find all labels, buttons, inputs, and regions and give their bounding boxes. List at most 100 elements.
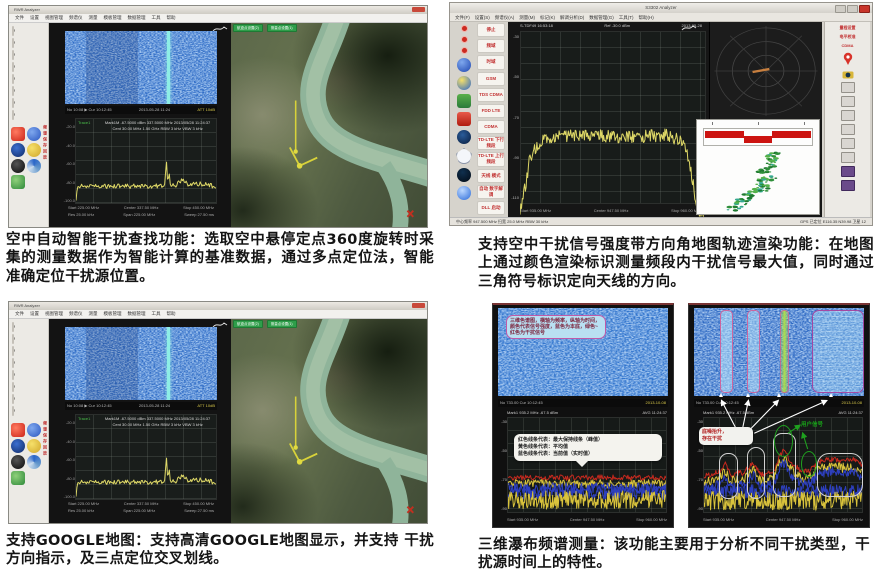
toolbar-row[interactable] bbox=[12, 37, 45, 48]
globe-icon[interactable] bbox=[11, 439, 25, 453]
mode-button[interactable]: TDS CDMA bbox=[477, 87, 505, 102]
menu-item[interactable]: 设置 bbox=[30, 15, 39, 20]
compass-icon[interactable] bbox=[27, 423, 41, 437]
record-icon[interactable] bbox=[11, 159, 25, 173]
menu-item[interactable]: 视图管理 bbox=[45, 15, 63, 20]
tool-button[interactable] bbox=[840, 138, 855, 149]
toolbar-row[interactable] bbox=[12, 97, 45, 108]
record-icon[interactable] bbox=[11, 455, 25, 469]
mode-button[interactable]: CDMA bbox=[477, 120, 505, 135]
record-dot-icon[interactable] bbox=[460, 25, 468, 32]
map-layers-icon[interactable] bbox=[27, 455, 41, 469]
toolbar-row[interactable] bbox=[12, 405, 45, 416]
close-button[interactable] bbox=[859, 5, 870, 13]
menu-item[interactable]: 文件(F) bbox=[455, 15, 470, 20]
toolbar-row[interactable] bbox=[12, 85, 45, 96]
palette-icon[interactable] bbox=[27, 143, 41, 157]
toolbar-row[interactable] bbox=[12, 61, 45, 72]
menu-item[interactable]: 文件 bbox=[15, 15, 24, 20]
menu-item[interactable]: 测量(M) bbox=[519, 15, 535, 20]
toolbar-row[interactable] bbox=[12, 109, 45, 120]
palette-icon[interactable] bbox=[27, 439, 41, 453]
tool-button[interactable] bbox=[840, 110, 855, 121]
menu-item[interactable]: 帮助 bbox=[166, 311, 176, 316]
globe-icon[interactable] bbox=[457, 130, 471, 144]
menu-item[interactable]: 设置(S) bbox=[474, 15, 490, 20]
map-button[interactable]: 航迹点设置(2) bbox=[233, 320, 263, 328]
map-layers-icon[interactable] bbox=[27, 159, 41, 173]
minimize-button[interactable] bbox=[835, 5, 846, 13]
menu-item[interactable]: 标记(K) bbox=[540, 15, 555, 20]
mode-button[interactable]: 天线 模式 bbox=[477, 168, 505, 183]
mode-button[interactable]: FDD LTE bbox=[477, 103, 505, 119]
earth-icon[interactable] bbox=[11, 471, 25, 485]
mode-button[interactable]: TD-LTE 上行频段 bbox=[477, 152, 505, 167]
menu-item[interactable]: 频谱仪 bbox=[69, 15, 83, 20]
right-menu-item[interactable]: 电平校准 bbox=[839, 34, 856, 39]
satellite-map[interactable]: 航迹点设置(2) 测量点设置(1) bbox=[231, 319, 427, 523]
menu-item[interactable]: 视图管理 bbox=[45, 311, 63, 316]
stop-icon[interactable] bbox=[11, 127, 25, 141]
mode-button[interactable]: TD-LTE 下行频段 bbox=[477, 136, 505, 151]
compass-icon[interactable] bbox=[27, 127, 41, 141]
toolbar-row[interactable] bbox=[12, 333, 45, 344]
tool-button[interactable] bbox=[840, 96, 855, 107]
record-icon[interactable] bbox=[457, 112, 471, 126]
tool-button[interactable] bbox=[840, 166, 855, 177]
tool-button[interactable] bbox=[840, 180, 855, 191]
toolbar-row[interactable] bbox=[12, 49, 45, 60]
menu-item[interactable]: 文件 bbox=[15, 311, 24, 316]
menu-item[interactable]: 工具(T) bbox=[618, 15, 634, 20]
diamond-icon[interactable] bbox=[456, 148, 472, 164]
menu-item[interactable]: 工具 bbox=[151, 311, 161, 316]
menu-item[interactable]: 工具 bbox=[151, 15, 161, 20]
right-menu-item[interactable]: 量程设置 bbox=[839, 25, 856, 30]
map-button[interactable]: 航迹点设置(2) bbox=[233, 24, 263, 32]
palette-icon[interactable] bbox=[457, 76, 471, 90]
google-earth-icon[interactable] bbox=[457, 186, 471, 200]
globe-icon[interactable] bbox=[11, 143, 25, 157]
toolbar-row[interactable] bbox=[12, 25, 45, 36]
maximize-button[interactable] bbox=[847, 5, 858, 13]
mode-button[interactable]: 自动 数字解调 bbox=[477, 184, 505, 199]
mode-button[interactable]: GSM bbox=[477, 71, 505, 86]
record-dot-icon[interactable] bbox=[460, 36, 468, 43]
layers-icon[interactable] bbox=[457, 94, 471, 108]
tool-button[interactable] bbox=[840, 124, 855, 135]
location-pin-icon[interactable] bbox=[842, 52, 854, 66]
right-menu-item[interactable]: CDMA bbox=[841, 43, 854, 48]
camera-icon[interactable] bbox=[842, 69, 854, 79]
toolbar-row[interactable] bbox=[12, 369, 45, 380]
menu-item[interactable]: 频谱仪 bbox=[69, 311, 83, 316]
map-button[interactable]: 测量点设置(1) bbox=[266, 24, 297, 32]
menu-item[interactable]: 数据管理 bbox=[127, 15, 146, 20]
mode-button[interactable]: 时域 bbox=[477, 55, 505, 70]
map-button[interactable]: 测量点设置(1) bbox=[266, 320, 297, 328]
toolbar-row[interactable] bbox=[12, 345, 45, 356]
mode-button[interactable]: DLL 启动 bbox=[477, 200, 505, 216]
menu-item[interactable]: 模板管理 bbox=[103, 15, 122, 20]
record-dot-icon[interactable] bbox=[460, 47, 468, 54]
mode-button[interactable]: 停止 bbox=[477, 23, 505, 38]
toolbar-row[interactable] bbox=[12, 381, 45, 392]
earth-icon[interactable] bbox=[11, 175, 25, 189]
close-button[interactable] bbox=[412, 7, 425, 12]
tool-button[interactable] bbox=[840, 152, 855, 163]
menu-item[interactable]: 帮助 bbox=[166, 15, 176, 20]
close-button[interactable] bbox=[412, 303, 425, 308]
menu-item[interactable]: 解调分析(D) bbox=[560, 15, 585, 20]
menu-item[interactable]: 测量 bbox=[88, 15, 98, 20]
menu-item[interactable]: 数据管理(G) bbox=[589, 15, 614, 20]
stop-icon[interactable] bbox=[11, 423, 25, 437]
menu-item[interactable]: 模板管理 bbox=[103, 311, 122, 316]
menu-item[interactable]: 测量 bbox=[88, 311, 98, 316]
mode-button[interactable]: 频域 bbox=[477, 39, 505, 54]
compass-icon[interactable] bbox=[457, 58, 471, 72]
toolbar-row[interactable] bbox=[12, 357, 45, 368]
menu-item[interactable]: 设置 bbox=[30, 311, 39, 316]
tool-button[interactable] bbox=[840, 82, 855, 93]
menu-item[interactable]: 帮助(H) bbox=[638, 15, 654, 20]
night-globe-icon[interactable] bbox=[457, 168, 471, 182]
menu-item[interactable]: 数据管理 bbox=[127, 311, 146, 316]
toolbar-row[interactable] bbox=[12, 73, 45, 84]
